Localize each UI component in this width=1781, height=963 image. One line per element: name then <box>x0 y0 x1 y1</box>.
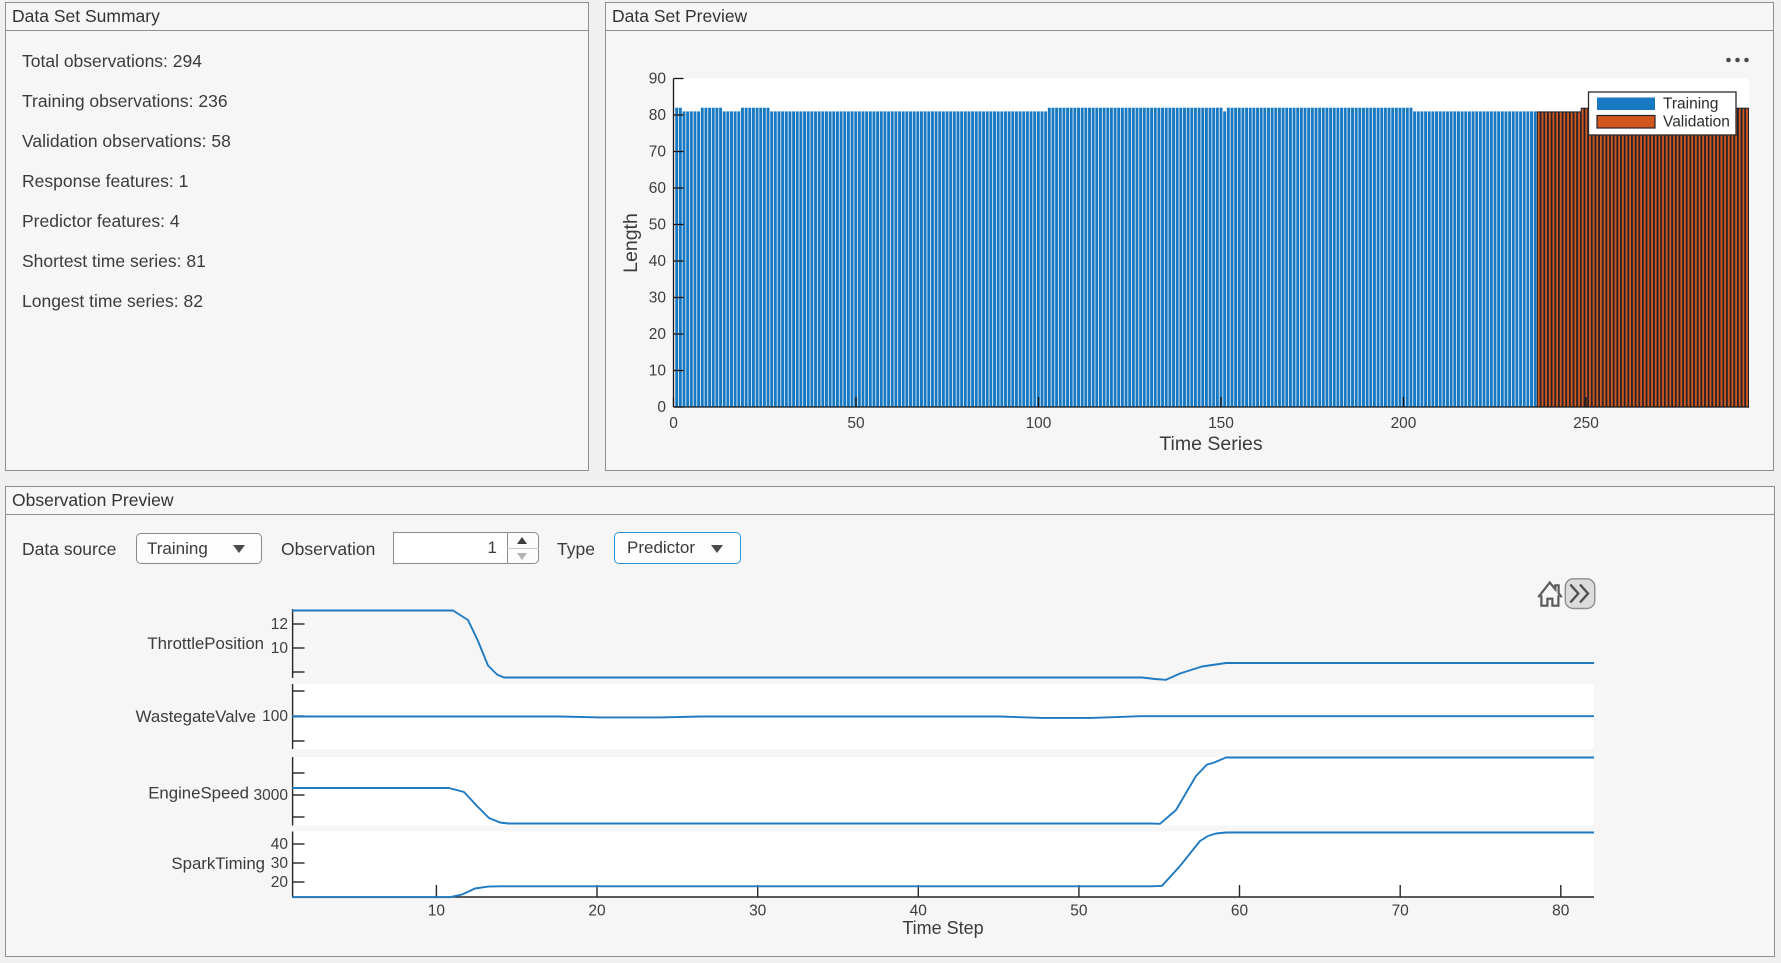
svg-text:EngineSpeed: EngineSpeed <box>148 784 249 803</box>
svg-text:60: 60 <box>1231 903 1249 920</box>
svg-text:50: 50 <box>649 217 667 234</box>
svg-text:SparkTiming: SparkTiming <box>171 854 265 873</box>
svg-text:50: 50 <box>1070 903 1088 920</box>
svg-text:0: 0 <box>669 415 678 432</box>
svg-text:90: 90 <box>649 71 667 88</box>
svg-text:60: 60 <box>649 180 667 197</box>
svg-text:Time Step: Time Step <box>902 918 983 938</box>
svg-text:12: 12 <box>271 616 288 633</box>
svg-text:70: 70 <box>649 144 667 161</box>
svg-text:30: 30 <box>749 903 767 920</box>
svg-text:250: 250 <box>1573 415 1599 432</box>
svg-text:Training: Training <box>1663 96 1718 113</box>
svg-text:WastegateValve: WastegateValve <box>136 707 256 726</box>
svg-text:80: 80 <box>649 107 667 124</box>
svg-text:20: 20 <box>649 326 667 343</box>
svg-text:Length: Length <box>620 213 642 273</box>
svg-text:Validation: Validation <box>1663 114 1730 131</box>
svg-text:10: 10 <box>271 640 289 657</box>
svg-text:100: 100 <box>262 708 288 725</box>
svg-text:3000: 3000 <box>254 787 289 804</box>
svg-text:0: 0 <box>657 399 666 416</box>
svg-text:200: 200 <box>1391 415 1417 432</box>
svg-text:40: 40 <box>910 903 928 920</box>
svg-text:50: 50 <box>847 415 865 432</box>
svg-text:40: 40 <box>271 836 289 853</box>
svg-text:ThrottlePosition: ThrottlePosition <box>147 634 264 653</box>
svg-text:10: 10 <box>649 363 667 380</box>
svg-text:20: 20 <box>588 903 606 920</box>
svg-text:30: 30 <box>271 855 289 872</box>
svg-text:40: 40 <box>649 253 667 270</box>
svg-text:100: 100 <box>1026 415 1052 432</box>
svg-text:Time Series: Time Series <box>1159 433 1263 455</box>
svg-text:30: 30 <box>649 290 667 307</box>
svg-text:70: 70 <box>1392 903 1410 920</box>
svg-text:150: 150 <box>1208 415 1234 432</box>
svg-text:20: 20 <box>271 874 289 891</box>
svg-text:10: 10 <box>428 903 446 920</box>
svg-text:80: 80 <box>1552 903 1570 920</box>
